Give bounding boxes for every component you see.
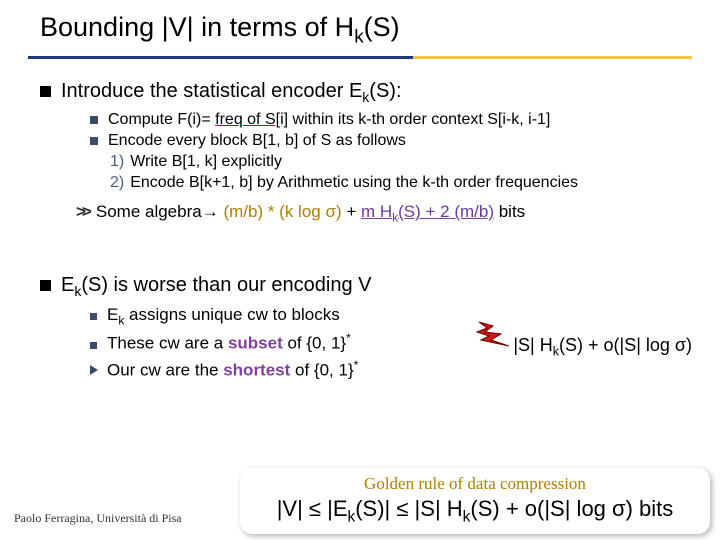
bullet-intro: Introduce the statistical encoder Ek(S):: [40, 79, 692, 105]
reason-1: Ek assigns unique cw to blocks: [90, 305, 692, 327]
bullet-marker: [90, 313, 97, 320]
bullet-encode: Encode every block B[1, b] of S as follo…: [90, 132, 692, 150]
spark-icon: [475, 318, 515, 350]
bullet-marker: [90, 137, 98, 145]
step-1: 1)Write B[1, k] explicitly: [110, 153, 692, 171]
step-2: 2)Encode B[k+1, b] by Arithmetic using t…: [110, 174, 692, 192]
bullet-marker: [90, 116, 98, 124]
bullet-marker: [40, 280, 51, 291]
footer-credit: Paolo Ferragina, Università di Pisa: [14, 511, 182, 526]
bullet-worse: Ek(S) is worse than our encoding V: [40, 273, 692, 299]
golden-rule-label: Golden rule of data compression: [250, 474, 700, 494]
algebra-line: >> Some algebra→ (m/b) * (k log σ) + m H…: [76, 202, 692, 224]
golden-rule-box: Golden rule of data compression |V| ≤ |E…: [240, 468, 710, 534]
bullet-marker: [40, 86, 51, 97]
chevron-icon: >>: [76, 202, 88, 222]
golden-rule-formula: |V| ≤ |Ek(S)| ≤ |S| Hk(S) + o(|S| log σ)…: [250, 496, 700, 526]
slide-title: Bounding |V| in terms of Hk(S): [0, 0, 720, 52]
reason-3: Our cw are the shortest of {0, 1}*: [90, 358, 692, 381]
slide-body: Introduce the statistical encoder Ek(S):…: [0, 59, 720, 380]
annotation-formula: |S| Hk(S) + o(|S| log σ): [513, 335, 692, 359]
bullet-marker: [90, 342, 97, 349]
bullet-compute: Compute F(i)= freq of S[i] within its k-…: [90, 111, 692, 129]
triangle-icon: [90, 365, 98, 375]
